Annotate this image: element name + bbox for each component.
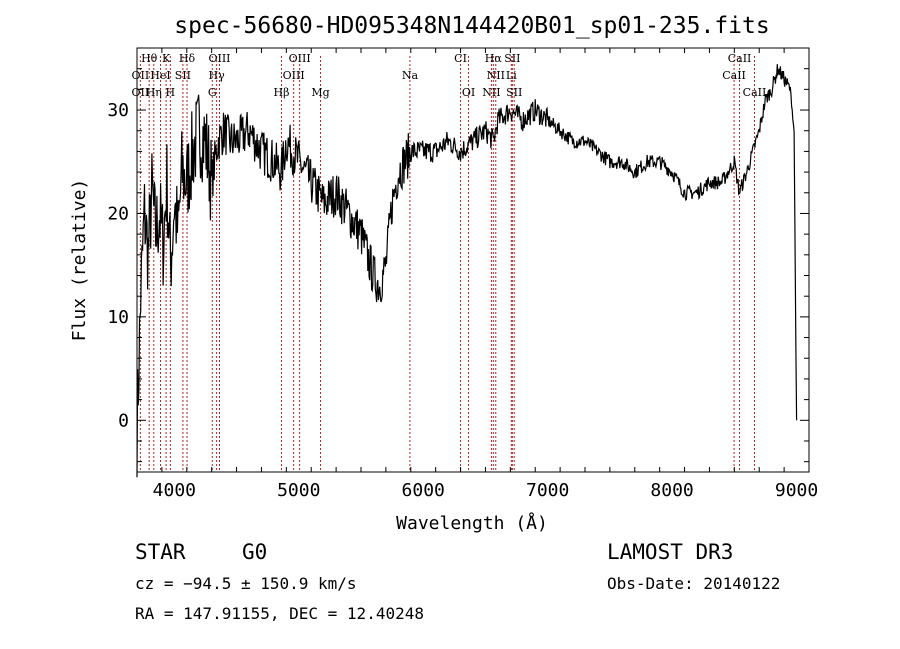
object-subclass: G0 [242,540,268,564]
line-label: CI [454,52,467,65]
line-label: CaII [728,52,752,65]
x-tick-label: 7000 [526,480,569,501]
y-axis-label: Flux (relative) [69,179,90,342]
x-tick-label: 5000 [277,480,320,501]
line-label: NII [482,86,500,99]
line-label: OII [132,69,150,82]
line-label: Hβ [274,86,290,99]
line-label: H [166,86,176,99]
line-label: Hθ [141,52,158,65]
line-label: Hη [146,86,162,99]
line-label: SII [506,86,522,99]
chart-title: spec-56680-HD095348N144420B01_sp01-235.f… [174,13,769,39]
line-label: SII [504,52,520,65]
line-label: Hα [485,52,503,65]
object-class: STAR [135,540,186,564]
y-tick-label: 10 [107,307,129,328]
spectrum-series [136,64,798,478]
line-label: OIII [208,52,230,65]
y-tick-label: 30 [107,100,129,121]
redshift-velocity: cz = −94.5 ± 150.9 km/s [135,574,357,593]
y-tick-label: 0 [118,410,129,431]
x-tick-label: 4000 [153,480,196,501]
survey-name: LAMOST DR3 [607,540,734,564]
y-tick-label: 20 [107,203,129,224]
line-label: G [208,86,217,99]
line-label: CaII [743,86,767,99]
line-label: OII [132,86,150,99]
x-axis-ticks: 4000 5000 6000 7000 8000 9000 [136,48,818,501]
line-label: Mg [311,86,329,99]
line-label: SII [175,69,191,82]
line-label: OIII [289,52,311,65]
x-tick-label: 9000 [775,480,818,501]
line-label: Hγ [209,69,226,82]
x-axis-label: Wavelength (Å) [396,512,548,534]
observation-date: Obs-Date: 20140122 [607,574,781,593]
x-tick-label: 8000 [650,480,693,501]
line-label: CaII [722,69,746,82]
x-tick-label: 6000 [402,480,445,501]
y-axis-ticks: 0 10 20 30 [107,47,809,463]
emission-line-markers [139,56,755,472]
line-label: OI [462,86,475,99]
line-label: K [162,52,171,65]
line-label: HeI [150,69,170,82]
line-label: NII [487,69,505,82]
line-label: Na [402,69,419,82]
line-label: Hδ [179,52,196,65]
plot-frame [136,47,810,473]
line-label: Li [506,69,517,82]
sky-coordinates: RA = 147.91155, DEC = 12.40248 [135,604,424,623]
line-label: OIII [283,69,305,82]
